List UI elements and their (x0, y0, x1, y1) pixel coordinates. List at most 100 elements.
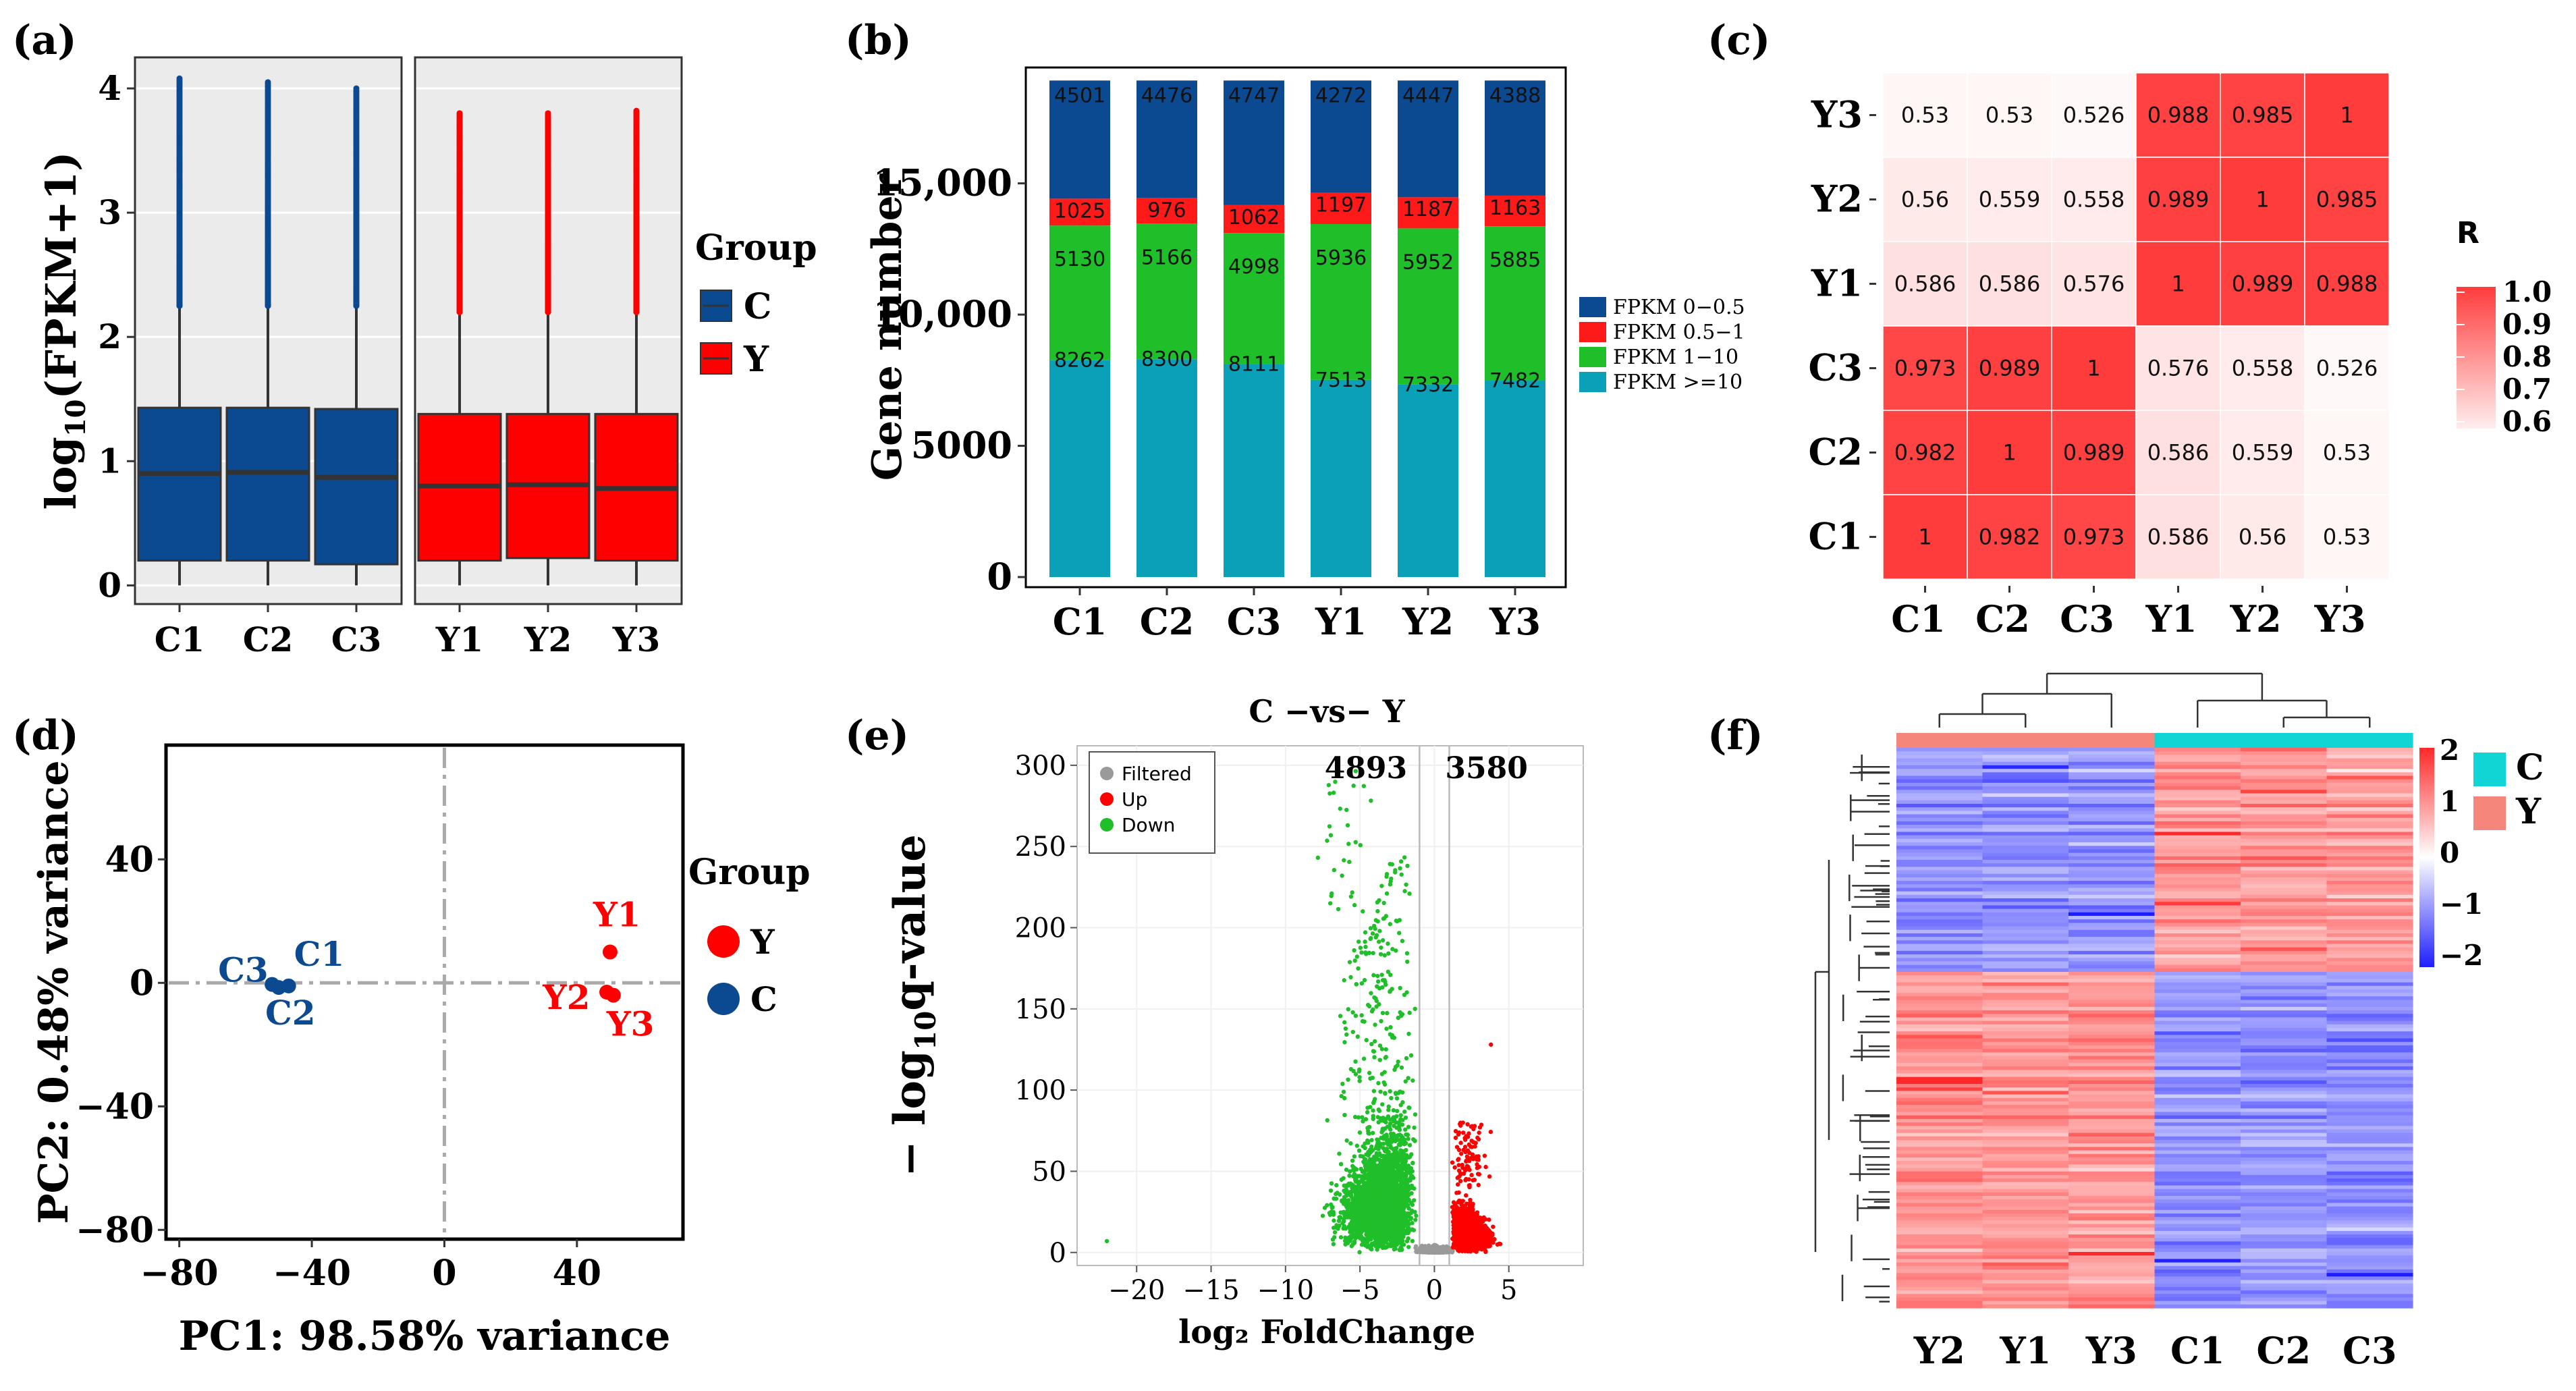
e-point-down (1389, 1095, 1394, 1101)
e-point-down (1410, 1160, 1415, 1166)
e-point-down (1396, 1219, 1401, 1224)
d-point-label: Y3 (606, 1004, 654, 1044)
e-point-down (1387, 1226, 1392, 1232)
b-data-label: 5166 (1141, 246, 1193, 269)
panel-label-d: (d) (12, 712, 79, 759)
c-cell-value: 0.576 (2063, 271, 2125, 297)
e-point-down (1404, 1056, 1409, 1061)
e-point-down (1388, 922, 1392, 927)
e-point-down (1358, 946, 1363, 950)
e-point-down (1398, 1225, 1404, 1230)
e-point-down (1327, 824, 1332, 829)
e-point-down (1404, 1132, 1408, 1137)
e-point-down (1378, 1216, 1383, 1221)
e-point-down (1390, 1033, 1395, 1037)
c-cell-value: 0.559 (2232, 440, 2294, 466)
e-point-down (1348, 1201, 1353, 1207)
e-point-down (1368, 1246, 1373, 1251)
e-point-down (1350, 1029, 1356, 1035)
e-point-down (1373, 926, 1377, 931)
b-data-label: 7332 (1402, 373, 1454, 397)
e-point-down (1363, 939, 1367, 944)
e-point-down (1369, 1138, 1374, 1143)
e-point-down (1381, 1228, 1386, 1234)
b-legend-label: FPKM 1−10 (1613, 346, 1738, 369)
e-point-down (1338, 1014, 1343, 1018)
c-cell-value: 0.53 (1901, 103, 1949, 128)
e-point-down (1398, 1245, 1403, 1250)
e-point-down (1380, 1177, 1385, 1182)
e-point-down (1394, 1120, 1398, 1125)
e-point-down (1388, 973, 1393, 977)
c-cell-value: 1 (1918, 524, 1931, 550)
e-point-down (1346, 1077, 1350, 1082)
b-data-label: 1187 (1402, 198, 1454, 221)
c-cell-value: 1 (2340, 103, 2353, 128)
a-outlier-point (456, 110, 463, 117)
e-point-down (1329, 1209, 1334, 1214)
e-point-down (1381, 1169, 1386, 1174)
e-point-down (1337, 1151, 1342, 1156)
e-point-down (1363, 1243, 1368, 1248)
e-point-down (1340, 1081, 1345, 1087)
e-point-down (1383, 1149, 1388, 1154)
c-cell-value: 0.576 (2147, 356, 2210, 381)
e-point-down (1361, 909, 1365, 914)
e-point-down (1374, 1203, 1379, 1208)
e-point-down (1341, 1217, 1346, 1222)
c-row-label: Y3 (1811, 93, 1863, 136)
e-point-down (1376, 1120, 1381, 1125)
e-point-down (1386, 1108, 1391, 1112)
e-point-down (1315, 855, 1321, 861)
e-point-down (1402, 1180, 1407, 1184)
e-point-down (1402, 1201, 1407, 1206)
e-point-down (1345, 823, 1350, 827)
d-y-tick-label: −80 (76, 1209, 154, 1251)
c-col-label: Y1 (2145, 597, 2197, 640)
e-point-down (1390, 1233, 1394, 1238)
e-point-down (1381, 1224, 1386, 1229)
e-point-down (1359, 1178, 1365, 1183)
e-point-down (1360, 1237, 1365, 1243)
e-point-down (1362, 1191, 1367, 1197)
b-data-label: 7482 (1489, 369, 1541, 393)
e-point-down (1364, 1152, 1369, 1157)
c-cell-value: 1 (2087, 356, 2100, 381)
e-point-down (1356, 1115, 1361, 1120)
e-point-down (1375, 1207, 1379, 1212)
panel-label-b: (b) (845, 17, 912, 64)
b-x-tick-label: Y3 (1489, 600, 1541, 643)
e-point-down (1344, 1182, 1349, 1188)
e-point-down (1381, 1141, 1386, 1146)
e-point-down (1329, 1202, 1334, 1207)
e-point-down (1377, 1116, 1383, 1121)
e-point-down (1391, 1168, 1396, 1173)
b-data-label: 8111 (1228, 353, 1280, 377)
e-point-down (1332, 1235, 1337, 1240)
e-point-down (1344, 1032, 1349, 1037)
e-point-down (1398, 1089, 1402, 1094)
e-point-down (1378, 1191, 1383, 1196)
e-point-down (1400, 1100, 1405, 1105)
e-point-down (1405, 863, 1410, 869)
a-outlier-point (176, 75, 183, 82)
d-x-tick-label: −40 (273, 1253, 351, 1294)
a-box-C2 (225, 406, 310, 562)
e-point-down (1370, 1215, 1375, 1220)
e-point-down (1394, 1145, 1399, 1151)
b-data-label: 5936 (1315, 246, 1367, 270)
e-point-down (1381, 900, 1386, 906)
e-point-down (1394, 1153, 1398, 1158)
e-point-down (1370, 1205, 1375, 1209)
b-data-label: 1062 (1228, 206, 1280, 229)
d-x-tick-label: 0 (432, 1253, 456, 1294)
e-point-down (1352, 902, 1357, 908)
a-y-tick-label: 4 (98, 68, 121, 108)
e-point-down (1388, 1089, 1392, 1094)
e-point-down (1387, 1124, 1392, 1130)
c-cell-value: 0.982 (1979, 524, 2041, 550)
e-point-down (1388, 1025, 1393, 1030)
b-data-label: 8262 (1054, 349, 1105, 373)
c-cell-value: 0.586 (1894, 271, 1956, 297)
a-x-tick-label: Y1 (435, 620, 483, 659)
